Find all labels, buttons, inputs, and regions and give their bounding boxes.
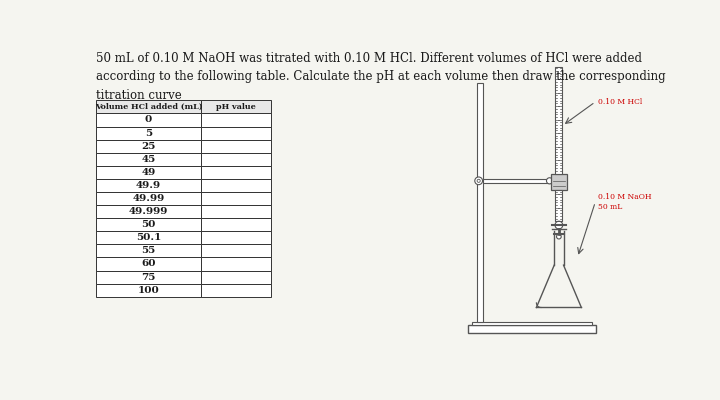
Bar — [96, 126, 201, 140]
Bar — [201, 244, 271, 258]
Bar — [96, 205, 201, 218]
Bar — [201, 153, 271, 166]
Text: 49: 49 — [141, 168, 156, 177]
Bar — [468, 325, 595, 333]
Bar — [201, 179, 271, 192]
Text: Volume HCl added (mL): Volume HCl added (mL) — [95, 103, 202, 111]
Bar — [96, 100, 201, 114]
Bar — [555, 67, 562, 174]
Bar — [96, 284, 201, 297]
Bar — [96, 166, 201, 179]
Text: pH value: pH value — [216, 103, 256, 111]
Text: 100: 100 — [138, 286, 159, 295]
Bar — [96, 153, 201, 166]
Bar — [201, 205, 271, 218]
Bar — [96, 244, 201, 258]
Circle shape — [555, 221, 563, 229]
Bar — [96, 179, 201, 192]
Bar — [96, 258, 201, 270]
Text: 45: 45 — [141, 155, 156, 164]
Circle shape — [477, 179, 480, 182]
Bar — [201, 126, 271, 140]
Text: 50 mL of 0.10 M NaOH was titrated with 0.10 M HCl. Different volumes of HCl were: 50 mL of 0.10 M NaOH was titrated with 0… — [96, 52, 666, 102]
Text: 25: 25 — [141, 142, 156, 151]
Circle shape — [557, 234, 561, 239]
Bar — [96, 218, 201, 231]
Text: 0.10 M HCl: 0.10 M HCl — [598, 98, 642, 106]
Text: 0: 0 — [145, 116, 152, 124]
Text: 5: 5 — [145, 128, 152, 138]
Bar — [555, 190, 562, 221]
Text: 75: 75 — [141, 272, 156, 282]
Text: 49.99: 49.99 — [132, 194, 165, 203]
Text: 49.9: 49.9 — [136, 181, 161, 190]
Bar — [201, 192, 271, 205]
Bar — [201, 114, 271, 126]
Bar — [96, 114, 201, 126]
Bar — [201, 258, 271, 270]
Bar — [201, 100, 271, 114]
Bar — [472, 322, 592, 325]
Circle shape — [546, 178, 553, 184]
Text: 50.1: 50.1 — [136, 233, 161, 242]
Circle shape — [474, 177, 482, 185]
Bar — [201, 231, 271, 244]
Bar — [477, 83, 482, 322]
Bar — [96, 231, 201, 244]
Bar — [201, 218, 271, 231]
Text: 49.999: 49.999 — [129, 207, 168, 216]
Bar — [482, 179, 549, 183]
Text: 50: 50 — [141, 220, 156, 229]
Text: 60: 60 — [141, 260, 156, 268]
Bar — [201, 270, 271, 284]
Bar — [96, 270, 201, 284]
Text: 0.10 M NaOH
50 mL: 0.10 M NaOH 50 mL — [598, 193, 651, 211]
Bar — [96, 192, 201, 205]
Bar — [96, 140, 201, 153]
Bar — [201, 166, 271, 179]
Bar — [551, 174, 567, 190]
Bar — [201, 140, 271, 153]
Text: 55: 55 — [141, 246, 156, 255]
Bar — [201, 284, 271, 297]
